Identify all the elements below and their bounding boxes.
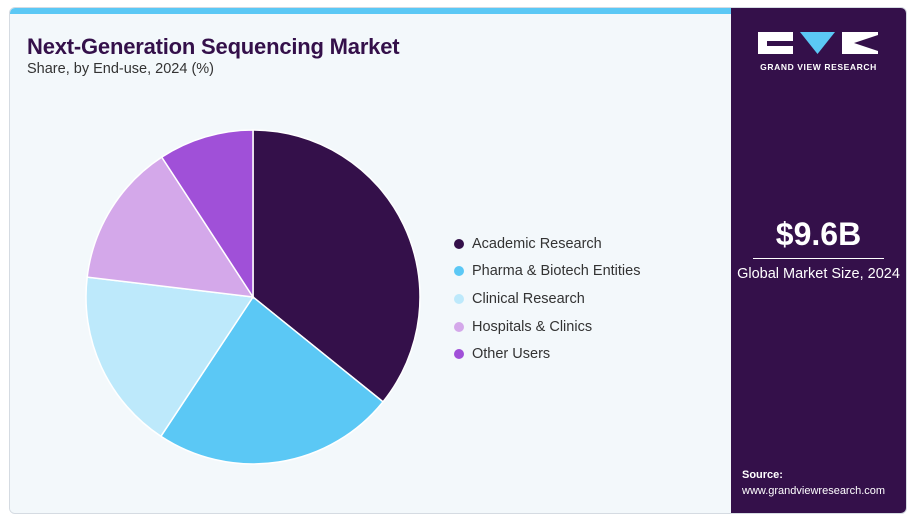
- legend-swatch: [454, 238, 464, 249]
- source-label: Source:: [742, 469, 783, 481]
- pie-chart: [85, 129, 421, 465]
- chart-panel: Next-Generation Sequencing Market Share,…: [10, 8, 731, 513]
- report-card: Next-Generation Sequencing Market Share,…: [9, 7, 907, 514]
- chart-legend: Academic Research Pharma & Biotech Entiti…: [454, 230, 640, 368]
- pie-slice-clinical-research: [85, 276, 255, 438]
- brand-logo-icon: [758, 32, 878, 54]
- legend-swatch: [454, 349, 464, 360]
- legend-item: Pharma & Biotech Entities: [454, 258, 640, 286]
- legend-label: Other Users: [472, 346, 551, 363]
- pie-slice-academic-research: [252, 129, 421, 403]
- legend-label: Hospitals & Clinics: [472, 318, 593, 335]
- chart-title: Next-Generation Sequencing Market: [27, 34, 400, 59]
- pie-slice-hospitals-clinics: [86, 156, 255, 298]
- legend-item: Academic Research: [454, 230, 640, 258]
- legend-label: Pharma & Biotech Entities: [472, 263, 641, 280]
- pie-slice-other-users: [160, 129, 254, 300]
- legend-item: Clinical Research: [454, 285, 640, 313]
- legend-label: Academic Research: [472, 235, 602, 252]
- summary-sidebar: GRAND VIEW RESEARCH $9.6B Global Market …: [731, 8, 906, 513]
- market-size-label: Global Market Size, 2024: [737, 266, 900, 282]
- brand-name: GRAND VIEW RESEARCH: [760, 62, 877, 72]
- chart-subtitle: Share, by End-use, 2024 (%): [27, 61, 214, 77]
- accent-bar: [10, 8, 731, 14]
- divider: [753, 258, 884, 259]
- legend-item: Hospitals & Clinics: [454, 313, 640, 341]
- source-url[interactable]: www.grandviewresearch.com: [742, 485, 886, 497]
- legend-label: Clinical Research: [472, 290, 585, 307]
- market-size-value: $9.6B: [775, 216, 862, 252]
- legend-swatch: [454, 266, 464, 277]
- legend-swatch: [454, 321, 464, 332]
- pie-slice-pharma-biotech-entities: [159, 295, 385, 465]
- legend-item: Other Users: [454, 340, 640, 368]
- legend-swatch: [454, 293, 464, 304]
